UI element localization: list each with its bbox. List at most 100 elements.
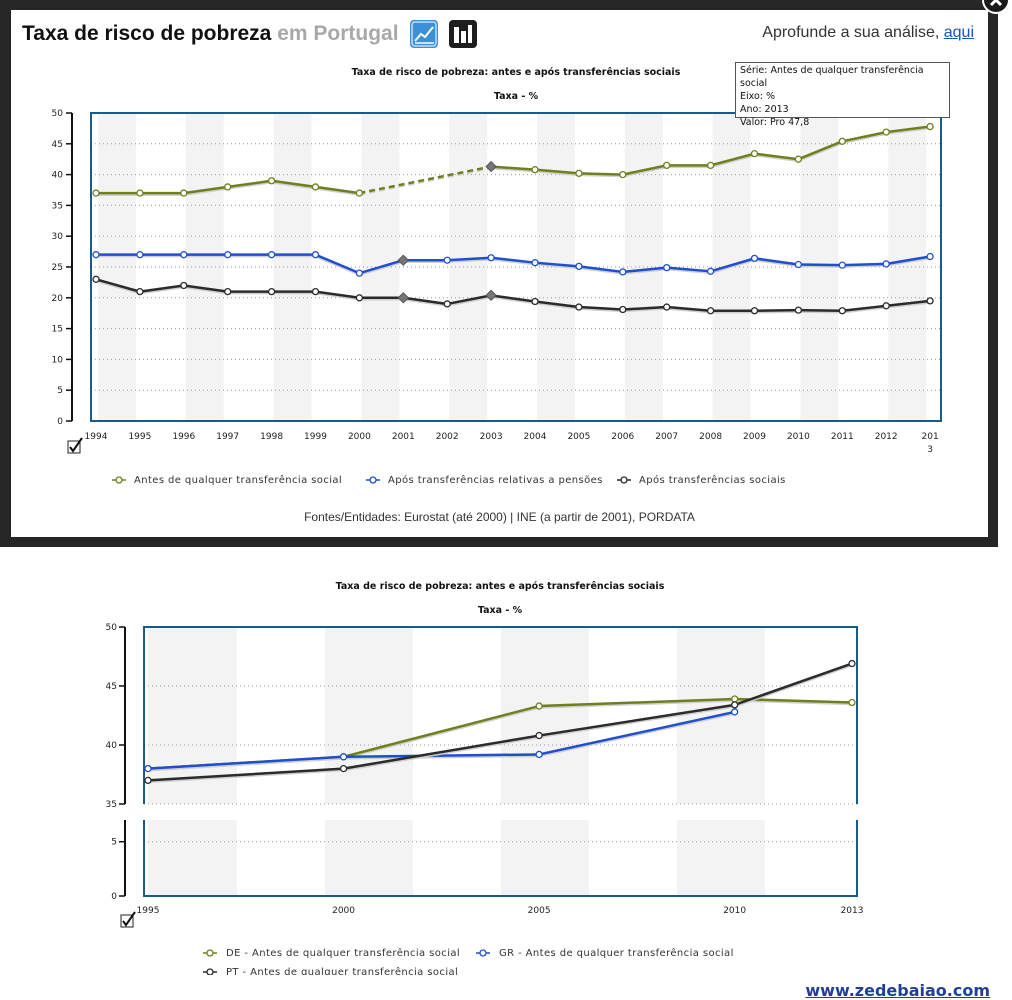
checkbox-check	[122, 911, 136, 927]
plot-frame	[90, 112, 942, 422]
data-point	[339, 764, 348, 773]
x-tick-label-cont: 3	[927, 445, 933, 455]
x-tick-label: 2012	[875, 432, 898, 442]
data-point	[92, 275, 100, 283]
x-tick-label: 201	[922, 432, 939, 442]
series-shadow	[734, 699, 853, 706]
series-shadow	[885, 256, 931, 267]
series-segment	[447, 256, 492, 262]
series-segment	[534, 261, 580, 268]
series-shadow	[534, 262, 580, 270]
legend-item: Após transferências relativas a pensões	[366, 474, 603, 486]
data-point	[619, 268, 627, 276]
data-point	[731, 708, 739, 716]
y-tick-label: 35	[52, 201, 63, 211]
series-shadow	[538, 705, 735, 739]
data-point-marker	[397, 292, 410, 304]
series-shadow	[622, 165, 667, 178]
plot-band	[325, 820, 413, 896]
data-point	[535, 750, 543, 759]
data-point	[575, 169, 583, 178]
series-segment	[315, 253, 360, 275]
x-tick-label: 1997	[216, 432, 239, 442]
top-chart: Taxa de risco de pobreza: antes e após t…	[52, 67, 942, 486]
x-tick-label: 2008	[699, 432, 722, 442]
chart-tooltip: Série: Antes de qualquer transferência s…	[735, 62, 950, 128]
series-line-1	[144, 708, 739, 773]
close-icon[interactable]	[980, 0, 1012, 16]
series-segment	[446, 294, 492, 306]
series-line-0	[92, 122, 934, 197]
data-point	[267, 287, 276, 296]
legend-item: DE - Antes de qualquer transferência soc…	[203, 947, 460, 959]
series-shadow	[227, 181, 272, 190]
bottom-chart: Taxa de risco de pobreza: antes e após t…	[106, 581, 863, 975]
data-point	[838, 307, 846, 315]
data-point	[531, 259, 539, 267]
data-point	[663, 161, 671, 170]
data-point	[355, 189, 364, 197]
series-shadow	[315, 187, 360, 196]
y-tick-label: 45	[106, 682, 117, 692]
analysis-link[interactable]: aqui	[943, 24, 974, 41]
series-shadow	[447, 258, 492, 263]
series-segment	[886, 125, 931, 134]
y-tick-label: 50	[106, 623, 118, 633]
series-segment	[578, 305, 623, 311]
data-point	[355, 294, 364, 302]
series-segment	[95, 278, 141, 293]
series-segment	[359, 259, 404, 275]
x-tick-label: 1994	[85, 432, 108, 442]
series-segment	[343, 753, 540, 759]
data-point-marker	[485, 160, 497, 173]
line-chart-icon[interactable]	[410, 20, 438, 48]
data-point	[311, 287, 320, 296]
x-tick-label: 2010	[787, 432, 810, 442]
data-point	[180, 189, 188, 197]
x-tick-label: 1995	[137, 906, 160, 916]
data-point	[443, 300, 451, 308]
series-segment	[183, 284, 228, 293]
legend-label: PT - Antes de qualquer transferência soc…	[226, 966, 458, 975]
plot-band	[501, 820, 589, 896]
series-shadow	[798, 310, 843, 314]
legend-item: PT - Antes de qualquer transferência soc…	[203, 966, 458, 975]
data-point	[750, 150, 759, 158]
data-point	[838, 261, 846, 269]
series-shadow	[271, 181, 316, 190]
series-shadow	[147, 757, 344, 772]
bar-chart-icon[interactable]	[449, 20, 477, 48]
series-shadow	[147, 768, 344, 784]
series-shadow	[734, 663, 853, 708]
series-segment	[622, 164, 667, 176]
checkbox-icon[interactable]	[120, 911, 136, 928]
tooltip-year: Ano: 2013	[740, 104, 789, 115]
data-sources: Fontes/Entidades: Eurostat (até 2000) | …	[304, 510, 695, 524]
series-segment	[315, 290, 360, 300]
website-watermark[interactable]: www.zedebaiao.com	[805, 981, 990, 1000]
legend-marker	[115, 476, 123, 484]
data-point	[339, 753, 348, 761]
data-point	[136, 251, 144, 259]
checkbox-icon[interactable]	[67, 437, 83, 454]
data-point-marker	[397, 254, 410, 266]
plot-band	[148, 627, 237, 804]
data-point	[136, 189, 144, 197]
series-shadow	[666, 307, 711, 314]
legend-label: DE - Antes de qualquer transferência soc…	[226, 947, 460, 959]
series-segment	[842, 130, 887, 143]
data-point	[926, 297, 934, 305]
series-segment	[622, 266, 667, 274]
y-tick-label: 25	[52, 263, 63, 273]
data-point	[750, 254, 759, 263]
data-point	[619, 305, 627, 314]
series-shadow	[343, 754, 540, 760]
series-segment	[666, 266, 711, 273]
data-point	[224, 251, 232, 259]
data-point	[136, 287, 144, 296]
data-point	[926, 122, 934, 131]
y-tick-label: 30	[52, 232, 64, 242]
series-shadow	[403, 298, 448, 307]
legend-label: Após transferências relativas a pensões	[388, 474, 603, 486]
x-tick-label: 1999	[304, 432, 327, 442]
